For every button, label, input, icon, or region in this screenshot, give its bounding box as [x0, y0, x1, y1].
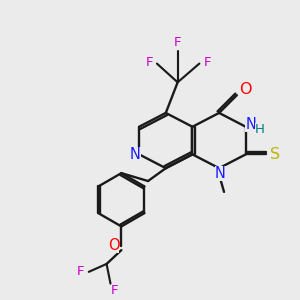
- Text: F: F: [174, 36, 182, 49]
- Text: H: H: [255, 123, 265, 136]
- Text: N: N: [245, 117, 256, 132]
- Text: F: F: [111, 284, 118, 297]
- Text: O: O: [108, 238, 119, 253]
- Text: S: S: [270, 147, 280, 162]
- Text: F: F: [77, 265, 85, 278]
- Text: N: N: [130, 147, 141, 162]
- Text: F: F: [145, 56, 153, 69]
- Text: O: O: [239, 82, 252, 97]
- Text: F: F: [203, 56, 211, 69]
- Text: N: N: [214, 166, 226, 181]
